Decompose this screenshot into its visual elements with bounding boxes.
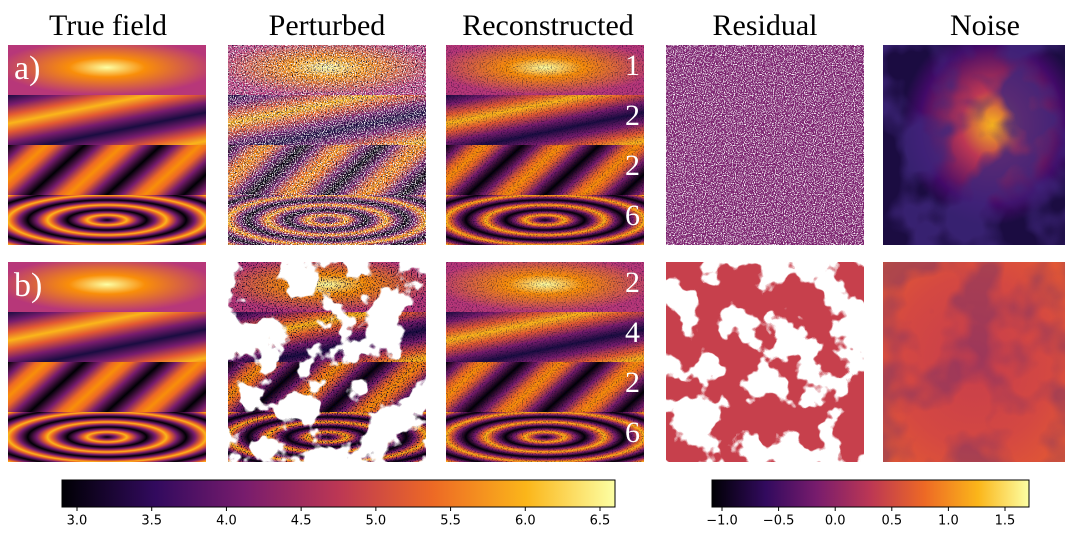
row-label: a) bbox=[14, 50, 40, 87]
field-panel bbox=[446, 45, 644, 245]
column-header: Perturbed bbox=[269, 9, 386, 42]
tick-label: 0.5 bbox=[881, 514, 902, 529]
white-speckle bbox=[228, 45, 426, 245]
column-headers: True field Perturbed Reconstructed Residual… bbox=[49, 9, 1020, 42]
missing-patches bbox=[228, 262, 426, 462]
tick-label: 3.5 bbox=[141, 514, 162, 529]
strip-number: 6 bbox=[625, 416, 640, 449]
field-strip bbox=[8, 45, 206, 95]
noise-texture bbox=[883, 262, 1065, 462]
field-strip bbox=[8, 412, 206, 462]
tick-label: 6.0 bbox=[515, 514, 536, 529]
tick-label: 5.5 bbox=[440, 514, 461, 529]
strip-number: 2 bbox=[625, 99, 640, 132]
tick-label: 6.5 bbox=[590, 514, 611, 529]
strip-number: 2 bbox=[625, 366, 640, 399]
field-panel bbox=[228, 262, 426, 462]
strip-number: 4 bbox=[625, 316, 640, 349]
residual-speckle bbox=[666, 45, 864, 245]
colorbar-ticks: 3.0 3.5 4.0 4.5 5.0 5.5 6.0 6.5 −1.0 −0.5 0.0 0.5 1.… bbox=[67, 507, 1016, 529]
field-panel bbox=[8, 45, 206, 245]
field-panel bbox=[8, 262, 206, 462]
strip-number: 1 bbox=[625, 49, 640, 82]
colorbar-right bbox=[711, 479, 1030, 508]
field-strip bbox=[8, 145, 206, 195]
noise-speckle bbox=[446, 262, 644, 462]
colorbar-left bbox=[61, 479, 616, 508]
tick-label: 3.0 bbox=[67, 514, 88, 529]
field-strip bbox=[8, 262, 206, 312]
column-header: True field bbox=[49, 9, 167, 42]
tick-label: 4.0 bbox=[216, 514, 237, 529]
tick-label: 1.0 bbox=[938, 514, 959, 529]
tick-label: −1.0 bbox=[706, 514, 738, 529]
field-panel bbox=[446, 262, 644, 462]
strip-number: 2 bbox=[625, 149, 640, 182]
column-header: Noise bbox=[950, 9, 1020, 42]
noise-panel bbox=[883, 45, 1065, 245]
tick-label: 5.0 bbox=[366, 514, 387, 529]
residual-panel bbox=[666, 262, 864, 462]
noise-panel bbox=[883, 262, 1065, 462]
field-strip bbox=[8, 195, 206, 245]
missing-patches bbox=[666, 262, 864, 462]
residual-panel bbox=[666, 45, 864, 245]
column-header: Residual bbox=[713, 9, 818, 42]
field-panel bbox=[228, 45, 426, 245]
tick-label: 4.5 bbox=[291, 514, 312, 529]
row-label: b) bbox=[14, 267, 42, 304]
tick-label: −0.5 bbox=[763, 514, 795, 529]
field-strip bbox=[8, 95, 206, 145]
tick-label: 1.5 bbox=[995, 514, 1016, 529]
column-header: Reconstructed bbox=[462, 9, 634, 42]
field-strip bbox=[8, 312, 206, 362]
field-strip bbox=[8, 362, 206, 412]
noise-texture bbox=[883, 45, 1065, 245]
strip-number: 6 bbox=[625, 199, 640, 232]
noise-speckle bbox=[446, 45, 644, 245]
tick-label: 0.0 bbox=[825, 514, 846, 529]
panels: a) 1 2 2 6 b) 2 4 2 6 bbox=[8, 45, 1065, 462]
strip-number: 2 bbox=[625, 266, 640, 299]
